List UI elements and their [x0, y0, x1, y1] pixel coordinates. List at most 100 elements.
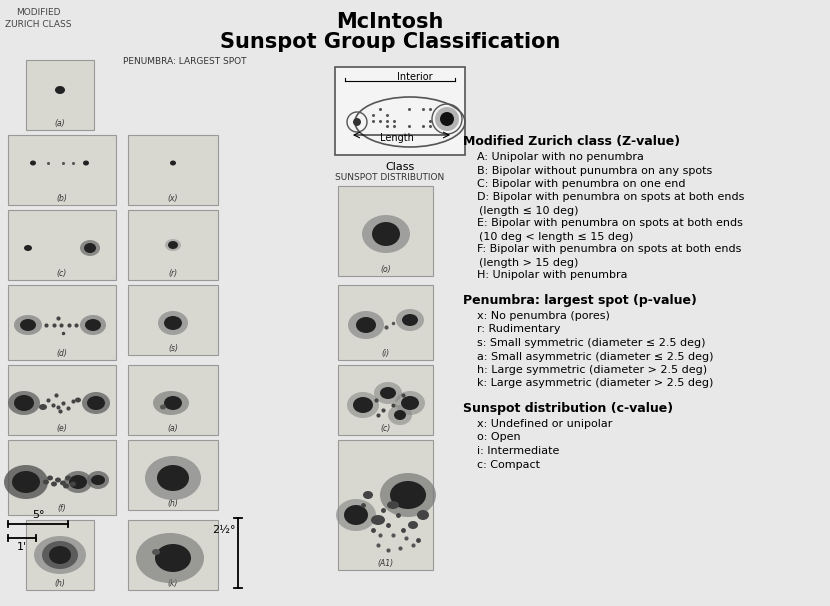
Ellipse shape [408, 521, 418, 529]
Ellipse shape [20, 319, 36, 331]
Text: (A1): (A1) [378, 559, 393, 568]
Ellipse shape [363, 491, 373, 499]
Ellipse shape [69, 475, 87, 489]
Ellipse shape [83, 161, 89, 165]
Ellipse shape [43, 479, 49, 485]
Text: (r): (r) [168, 269, 178, 278]
Text: (b): (b) [56, 194, 67, 203]
Text: (length ≤ 10 deg): (length ≤ 10 deg) [479, 206, 579, 216]
Ellipse shape [34, 536, 86, 574]
Text: s: Small symmetric (diameter ≤ 2.5 deg): s: Small symmetric (diameter ≤ 2.5 deg) [477, 338, 706, 348]
Ellipse shape [390, 481, 426, 509]
Ellipse shape [75, 398, 81, 402]
Text: (f): (f) [58, 504, 66, 513]
Ellipse shape [348, 311, 384, 339]
Text: k: Large asymmetric (diameter > 2.5 deg): k: Large asymmetric (diameter > 2.5 deg) [477, 379, 713, 388]
Ellipse shape [65, 476, 71, 481]
Ellipse shape [395, 391, 425, 415]
Text: (x): (x) [168, 194, 178, 203]
Text: E: Bipolar with penumbra on spots at both ends: E: Bipolar with penumbra on spots at bot… [477, 219, 743, 228]
Text: i: Intermediate: i: Intermediate [477, 446, 559, 456]
Ellipse shape [84, 243, 96, 253]
Text: (c): (c) [380, 424, 391, 433]
Ellipse shape [394, 410, 406, 420]
Text: Modified Zurich class (Z-value): Modified Zurich class (Z-value) [463, 135, 680, 148]
Text: D: Bipolar with penumbra on spots at both ends: D: Bipolar with penumbra on spots at bot… [477, 193, 745, 202]
Ellipse shape [55, 86, 65, 94]
Text: (o): (o) [380, 265, 391, 274]
Text: Class: Class [385, 162, 415, 172]
Text: x: Undefined or unipolar: x: Undefined or unipolar [477, 419, 613, 429]
Ellipse shape [145, 456, 201, 500]
Ellipse shape [165, 239, 181, 251]
Text: C: Bipolar with penumbra on one end: C: Bipolar with penumbra on one end [477, 179, 686, 189]
Ellipse shape [14, 315, 42, 335]
Text: (s): (s) [168, 344, 178, 353]
Ellipse shape [435, 107, 459, 131]
Bar [338, 440, 433, 570]
Text: (length > 15 deg): (length > 15 deg) [479, 258, 579, 268]
Text: r: Rudimentary: r: Rudimentary [477, 324, 560, 335]
Ellipse shape [80, 315, 106, 335]
Ellipse shape [157, 465, 189, 491]
Ellipse shape [14, 395, 34, 411]
Ellipse shape [85, 319, 101, 331]
Text: (10 deg < length ≤ 15 deg): (10 deg < length ≤ 15 deg) [479, 232, 633, 242]
Text: SUNSPOT DISTRIBUTION: SUNSPOT DISTRIBUTION [335, 173, 445, 182]
Ellipse shape [387, 501, 399, 509]
Text: PENUMBRA: LARGEST SPOT: PENUMBRA: LARGEST SPOT [123, 57, 247, 66]
Ellipse shape [51, 482, 57, 487]
Ellipse shape [155, 544, 191, 572]
Ellipse shape [371, 515, 385, 525]
Ellipse shape [380, 387, 396, 399]
Ellipse shape [64, 471, 92, 493]
Ellipse shape [70, 482, 76, 487]
Bar [128, 135, 218, 205]
Text: (d): (d) [56, 349, 67, 358]
Text: Sunspot distribution (c-value): Sunspot distribution (c-value) [463, 402, 673, 415]
Ellipse shape [164, 316, 182, 330]
Text: c: Compact: c: Compact [477, 459, 540, 470]
Ellipse shape [160, 404, 166, 410]
Bar [8, 135, 116, 205]
Ellipse shape [12, 471, 40, 493]
Text: Penumbra: largest spot (p-value): Penumbra: largest spot (p-value) [463, 294, 697, 307]
Text: h: Large symmetric (diameter > 2.5 deg): h: Large symmetric (diameter > 2.5 deg) [477, 365, 707, 375]
Bar [338, 186, 433, 276]
Text: (h): (h) [168, 499, 178, 508]
Ellipse shape [87, 396, 105, 410]
Text: x: No penumbra (pores): x: No penumbra (pores) [477, 311, 610, 321]
Ellipse shape [417, 510, 429, 520]
Text: MODIFIED
ZURICH CLASS: MODIFIED ZURICH CLASS [5, 8, 71, 29]
Ellipse shape [440, 112, 454, 126]
Bar [335, 67, 465, 155]
Ellipse shape [396, 309, 424, 331]
Bar [128, 285, 218, 355]
Ellipse shape [47, 476, 53, 481]
Ellipse shape [170, 161, 176, 165]
Ellipse shape [401, 396, 419, 410]
Ellipse shape [380, 473, 436, 517]
Bar [128, 210, 218, 280]
Bar [26, 520, 94, 590]
Ellipse shape [30, 161, 36, 165]
Text: B: Bipolar without punumbra on any spots: B: Bipolar without punumbra on any spots [477, 165, 712, 176]
Text: o: Open: o: Open [477, 433, 520, 442]
Text: Length: Length [380, 133, 414, 143]
Ellipse shape [336, 499, 376, 531]
Ellipse shape [362, 215, 410, 253]
Ellipse shape [158, 311, 188, 335]
Ellipse shape [136, 533, 204, 583]
Text: 5°: 5° [32, 510, 44, 520]
Bar [26, 60, 94, 130]
Ellipse shape [63, 484, 69, 488]
Text: (i): (i) [382, 349, 389, 358]
Ellipse shape [344, 505, 368, 525]
Ellipse shape [356, 317, 376, 333]
Ellipse shape [153, 391, 189, 415]
Ellipse shape [347, 392, 379, 418]
Ellipse shape [353, 118, 361, 126]
Ellipse shape [60, 481, 66, 485]
Ellipse shape [152, 549, 160, 555]
Text: (c): (c) [57, 269, 67, 278]
